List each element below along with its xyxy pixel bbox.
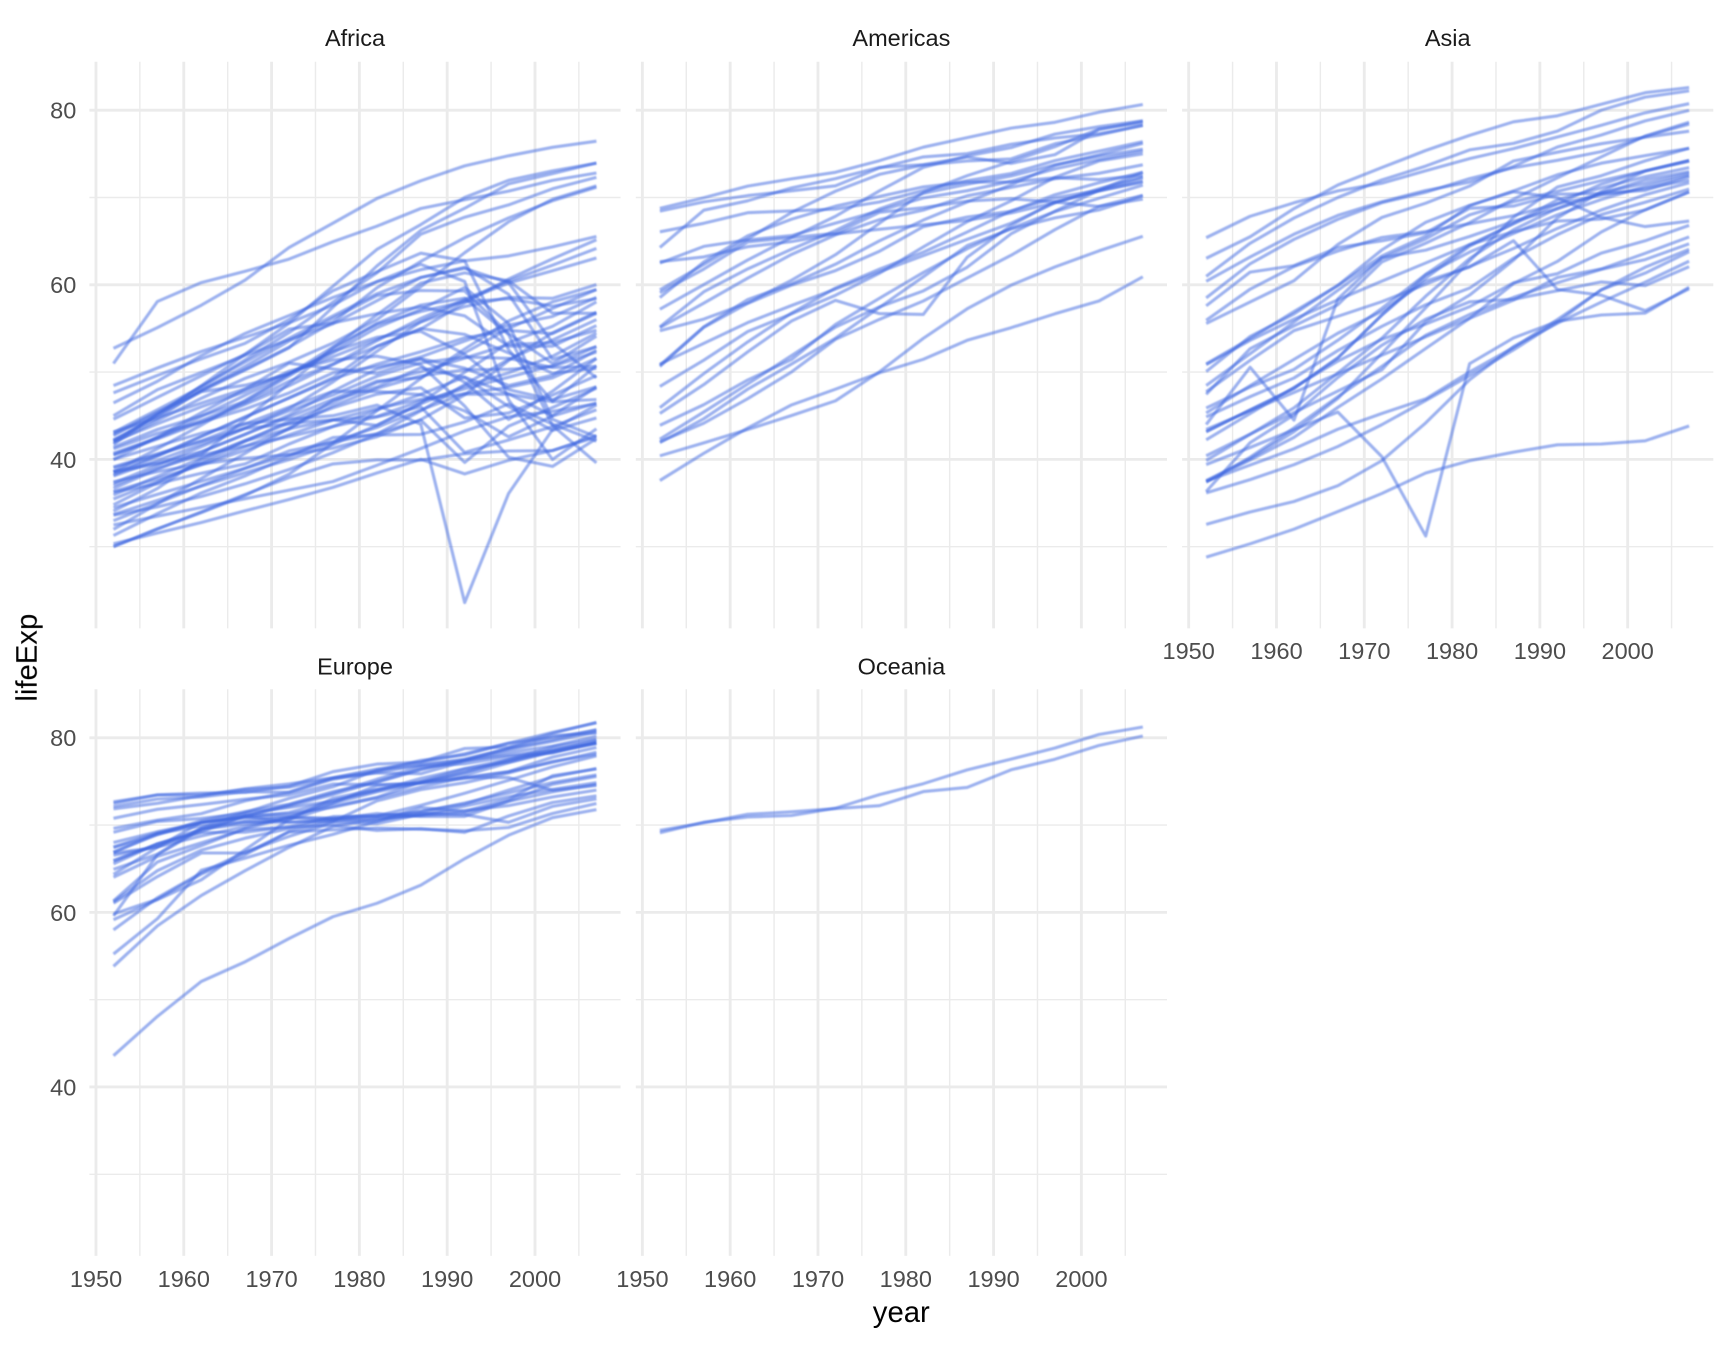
svg-text:2000: 2000: [1055, 1266, 1107, 1292]
svg-text:80: 80: [50, 98, 76, 124]
svg-text:Asia: Asia: [1425, 25, 1472, 51]
svg-text:lifeExp: lifeExp: [11, 614, 44, 702]
svg-text:1970: 1970: [245, 1266, 297, 1292]
svg-text:1990: 1990: [967, 1266, 1019, 1292]
svg-text:40: 40: [50, 1074, 76, 1100]
svg-text:1990: 1990: [421, 1266, 473, 1292]
svg-text:Europe: Europe: [317, 654, 393, 680]
svg-text:1980: 1980: [880, 1266, 932, 1292]
svg-text:Africa: Africa: [325, 25, 386, 51]
svg-text:60: 60: [50, 900, 76, 926]
svg-text:Oceania: Oceania: [858, 654, 946, 680]
svg-text:80: 80: [50, 725, 76, 751]
svg-text:1970: 1970: [792, 1266, 844, 1292]
svg-text:1980: 1980: [333, 1266, 385, 1292]
svg-text:1960: 1960: [704, 1266, 756, 1292]
svg-text:1950: 1950: [616, 1266, 668, 1292]
svg-text:Americas: Americas: [852, 25, 950, 51]
svg-text:40: 40: [50, 447, 76, 473]
svg-text:1950: 1950: [1163, 638, 1215, 664]
svg-text:60: 60: [50, 272, 76, 298]
svg-text:year: year: [873, 1296, 930, 1329]
svg-text:1990: 1990: [1514, 638, 1566, 664]
svg-text:2000: 2000: [1602, 638, 1654, 664]
svg-text:1970: 1970: [1338, 638, 1390, 664]
svg-text:1980: 1980: [1426, 638, 1478, 664]
svg-text:1950: 1950: [70, 1266, 122, 1292]
svg-text:1960: 1960: [158, 1266, 210, 1292]
svg-text:2000: 2000: [509, 1266, 561, 1292]
svg-text:1960: 1960: [1250, 638, 1302, 664]
